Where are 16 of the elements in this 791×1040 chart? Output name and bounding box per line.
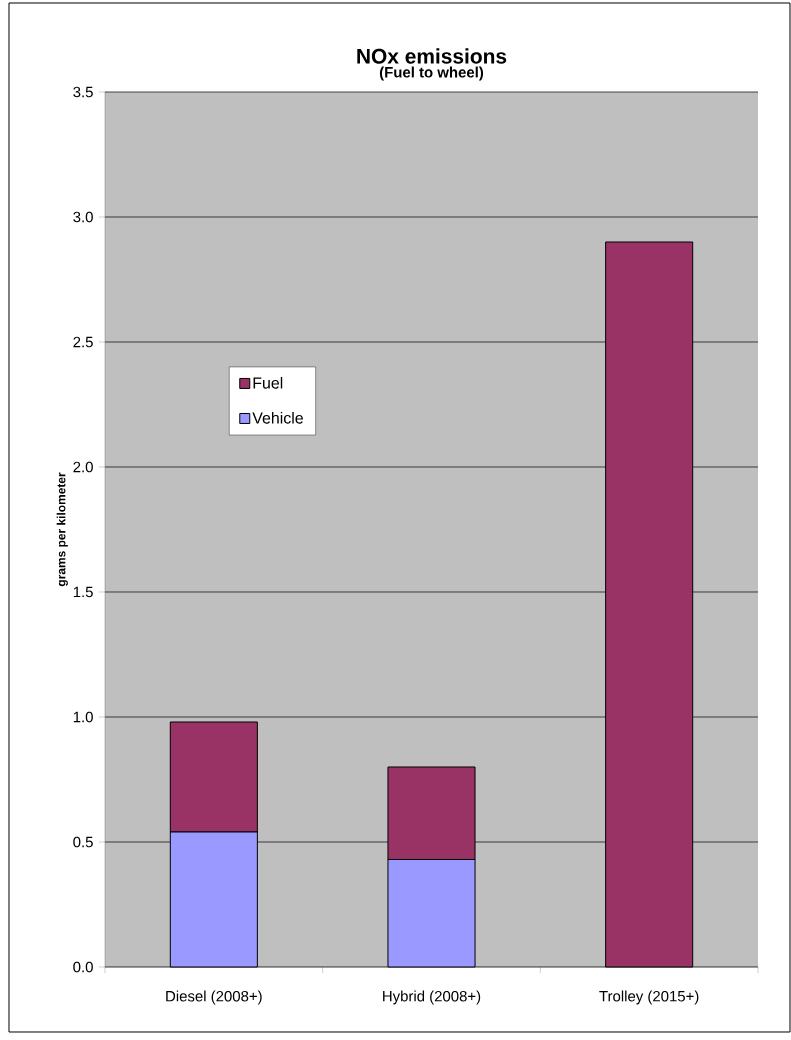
y-axis-title: grams per kilometer (56, 472, 68, 587)
y-tick-label: 3.5 (73, 86, 93, 98)
legend-label: Fuel (253, 376, 283, 389)
y-tick-label: 0.0 (73, 961, 93, 973)
chart-subtitle: (Fuel to wheel) (379, 66, 484, 81)
legend-label: Vehicle (252, 411, 303, 424)
y-tick-label: 1.5 (73, 586, 93, 598)
y-tick-label: 2.0 (73, 461, 93, 473)
chart-title: NOx emissions (357, 48, 507, 64)
y-tick-label: 2.5 (73, 336, 93, 348)
y-tick-label: 0.5 (73, 836, 93, 848)
x-tick-label: Diesel (2008+) (166, 990, 262, 1005)
x-tick-label: Trolley (2015+) (599, 990, 699, 1005)
y-tick-label: 3.0 (73, 211, 93, 223)
x-tick-label: Hybrid (2008+) (383, 990, 481, 1005)
y-tick-label: 1.0 (73, 711, 93, 723)
